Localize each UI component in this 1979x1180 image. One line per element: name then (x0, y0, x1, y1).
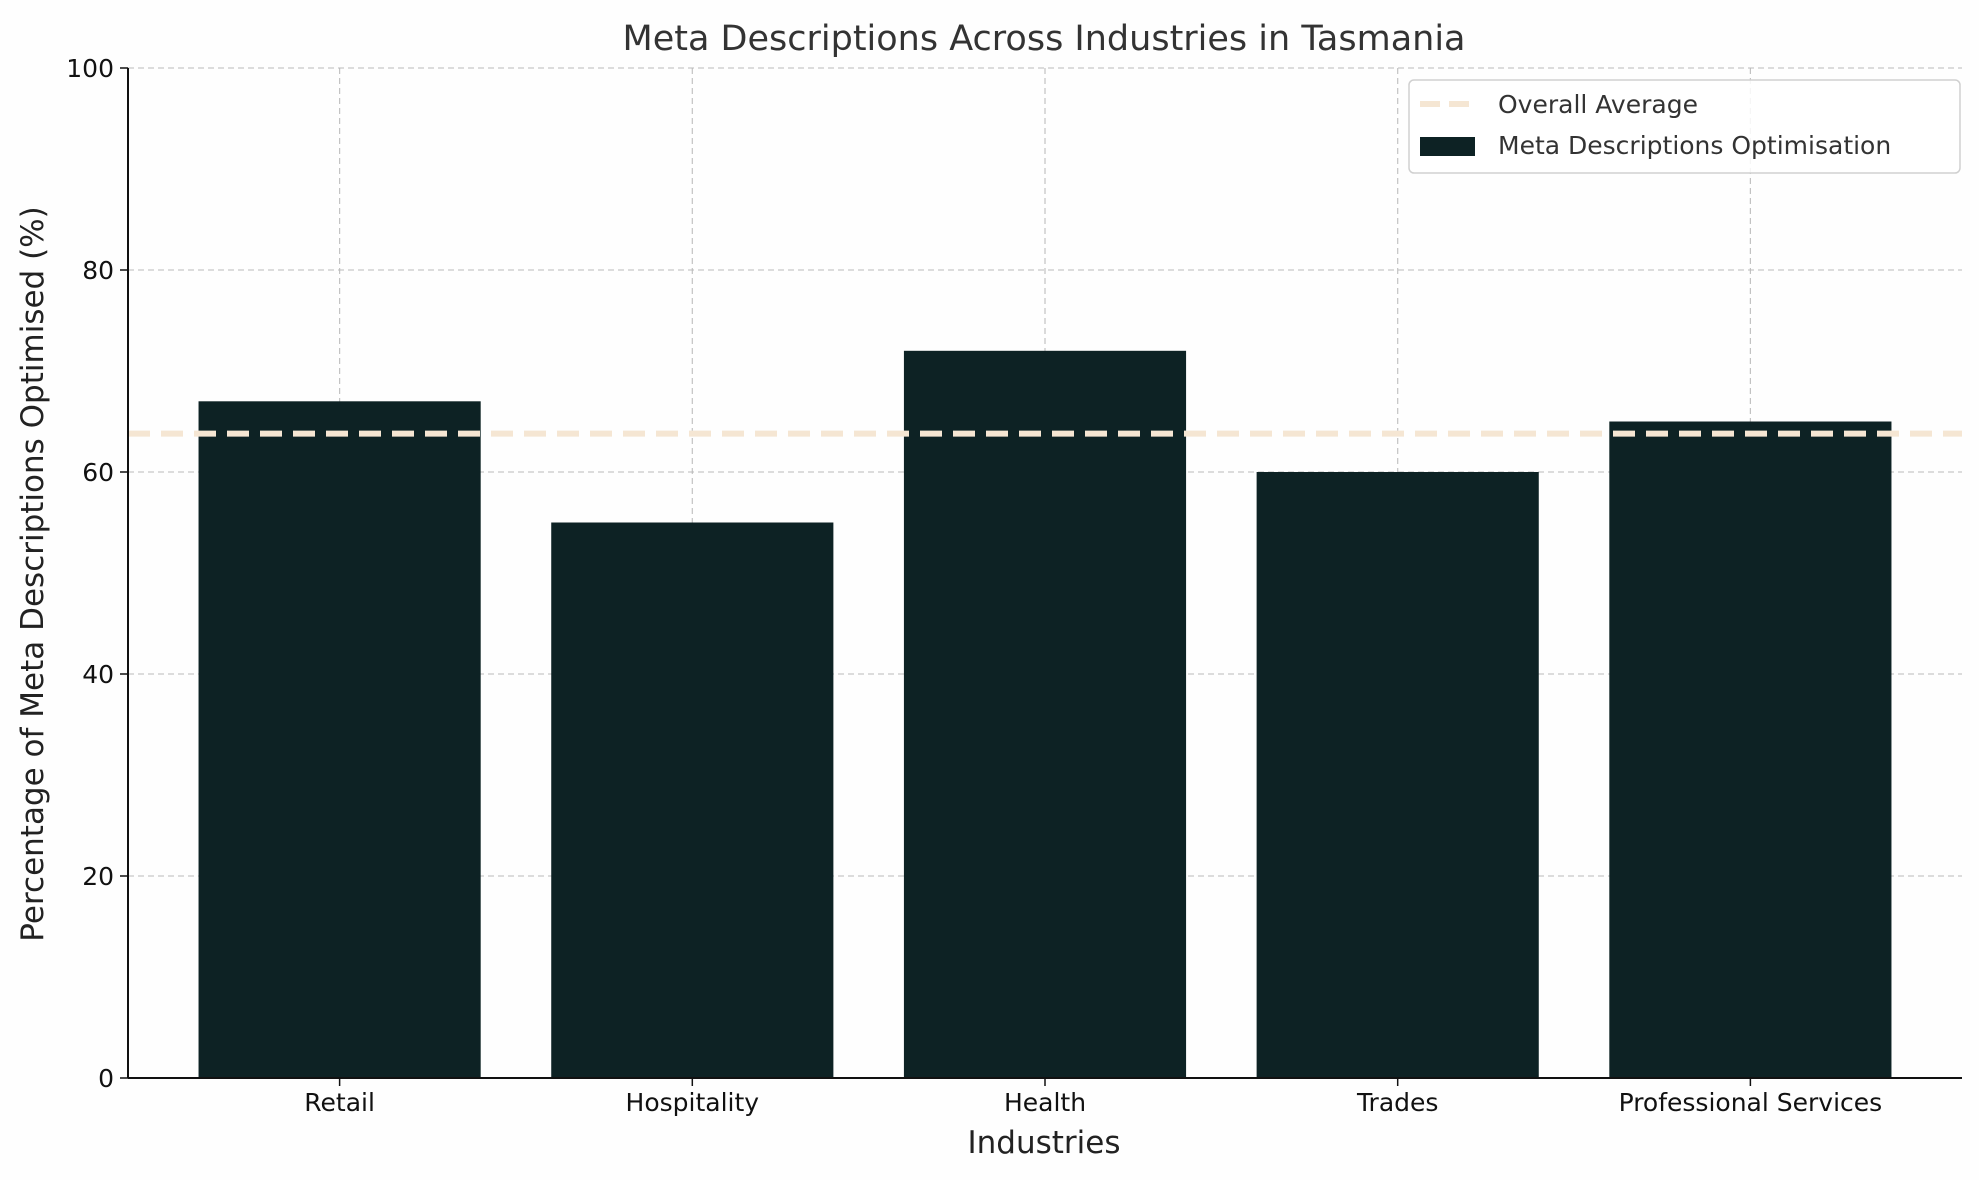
bars (198, 350, 1892, 1078)
y-tick-label: 20 (82, 862, 114, 891)
x-axis-label: Industries (967, 1125, 1120, 1161)
x-tick-label: Retail (304, 1088, 375, 1117)
x-tick-label: Hospitality (626, 1088, 760, 1117)
y-tick-label: 40 (82, 660, 114, 689)
y-tick-label: 0 (98, 1064, 114, 1093)
y-axis-label: Percentage of Meta Descriptions Optimise… (15, 206, 51, 941)
legend-swatch-series (1420, 137, 1475, 156)
bar-health (903, 350, 1187, 1078)
y-tick-label: 80 (82, 256, 114, 285)
x-tick-label: Professional Services (1619, 1088, 1883, 1117)
legend-label-series: Meta Descriptions Optimisation (1498, 131, 1891, 160)
x-tick-label: Trades (1356, 1088, 1438, 1117)
x-tick-label: Health (1004, 1088, 1086, 1117)
bar-professional-services (1609, 421, 1892, 1078)
ticks: 0 20 40 60 80 100 Retail Hospitality Health Trade… (66, 54, 1882, 1117)
legend: Overall Average Meta Descriptions Optimis… (1408, 79, 1961, 174)
bar-hospitality (551, 522, 834, 1078)
legend-box (1408, 79, 1961, 174)
legend-label-average: Overall Average (1498, 90, 1698, 119)
chart-title: Meta Descriptions Across Industries in T… (623, 19, 1466, 59)
y-tick-label: 100 (66, 54, 114, 83)
y-tick-label: 60 (82, 458, 114, 487)
bar-retail (198, 401, 481, 1078)
bar-trades (1256, 472, 1539, 1078)
